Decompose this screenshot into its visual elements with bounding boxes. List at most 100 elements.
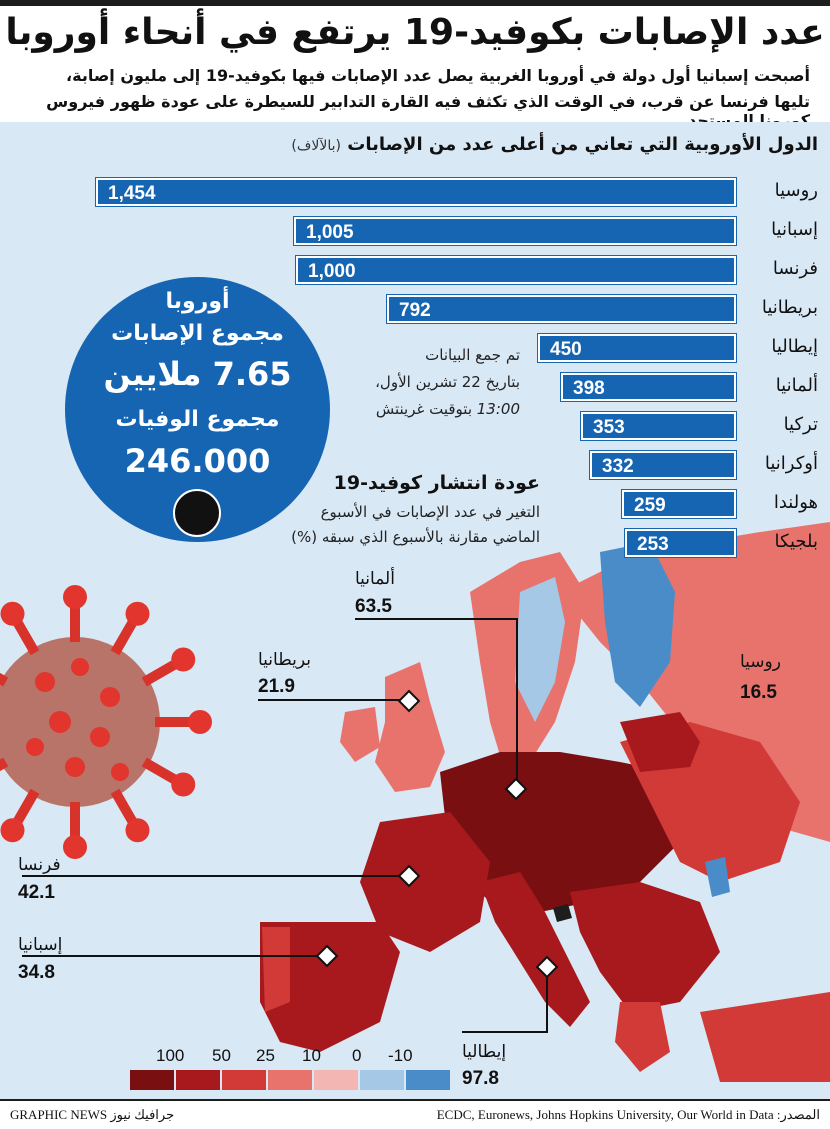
bar-category-label: فرنسا [772,258,818,279]
legend-swatch [222,1070,266,1090]
bar-category-label: ألمانيا [775,375,818,396]
virus-spike-head [125,818,150,843]
bar: 259 [622,490,736,518]
summary-deaths-label: مجموع الوفيات [115,407,280,432]
legend-tick-25: 25 [256,1046,275,1065]
bar-value-label: 253 [637,534,669,555]
bar: 353 [581,412,736,440]
bar-category-label: إسبانيا [771,219,818,240]
france-region [360,812,490,952]
bar-value-label: 450 [550,339,582,360]
callout-spain-value: 34.8 [18,962,55,983]
map-subtitle-line-2: الماضي مقارنة بالأسبوع الذي سبقه (%) [291,528,540,546]
bar: 792 [387,295,736,323]
callout-russia-name: روسيا [740,652,781,672]
legend-swatch [406,1070,450,1090]
bar-row: 353 تركيا [0,412,830,440]
map-land [260,522,830,1082]
legend-tick-50: 50 [212,1046,231,1065]
italy-region [480,872,590,1027]
source-credit: المصدر: ECDC, Euronews, Johns Hopkins Un… [436,1107,820,1122]
bar-value-label: 353 [593,417,625,438]
timestamp-time: 13:00 [476,400,520,418]
callout-germany-name: ألمانيا [355,569,395,589]
bar: 450 [538,334,736,362]
summary-deaths-value: 246.000 [124,442,271,480]
bar-value-label: 398 [573,378,605,399]
central-europe-region [440,752,680,912]
callout-france-value: 42.1 [18,882,55,903]
legend-tick-100: 100 [156,1046,185,1065]
bar-value-label: 259 [634,495,666,516]
europe-map [0,522,830,1082]
virus-spike [0,672,9,687]
bar: 332 [590,451,736,479]
bar-row: 398 ألمانيا [0,373,830,401]
portugal-region [262,927,290,1012]
iberia-region [260,922,400,1052]
callout-germany-value: 63.5 [355,596,392,617]
callout-britain-name: بريطانيا [258,650,312,670]
bar-category-label: إيطاليا [771,336,818,357]
bar-row: 253 بلجيكا [0,529,830,557]
bar-category-label: روسيا [774,180,818,201]
bar-row: 1,005 إسبانيا [0,217,830,245]
balkans-region [570,882,720,1012]
footer: المصدر: ECDC, Euronews, Johns Hopkins Un… [0,1099,830,1129]
virus-spike-head [171,772,196,797]
legend-swatch [314,1070,358,1090]
data-timestamp: تم جمع البيانات بتاريخ 22 تشرين الأول، 1… [345,342,520,423]
bar-value-label: 1,005 [306,222,354,243]
virus-illustration [0,585,212,859]
callout-italy-name: إيطاليا [462,1042,507,1062]
slovenia-region [553,904,572,922]
page-title: عدد الإصابات بكوفيد-19 يرتفع في أنحاء أو… [5,12,825,53]
bar-row: 332 أوكرانيا [0,451,830,479]
legend-swatches [130,1070,450,1090]
callout-britain-value: 21.9 [258,676,295,697]
greece-region [615,1002,670,1072]
legend-tick-10: 10 [302,1046,321,1065]
callout-russia-value: 16.5 [740,682,777,703]
moldova-region [705,857,730,897]
timestamp-zone: بتوقيت غرينتش [375,400,477,418]
bar-value-label: 1,000 [308,261,356,282]
bar-value-label: 332 [602,456,634,477]
bar: 1,005 [294,217,736,245]
sweden-region [515,577,565,722]
bar-category-label: تركيا [783,414,818,435]
top-rule [0,0,830,6]
bar-category-label: بلجيكا [774,531,818,552]
virus-spike-head [171,647,196,672]
virus-spike [0,757,9,772]
europe-summary-circle: أوروبا مجموع الإصابات 7.65 ملايين مجموع … [65,277,330,542]
bar-category-label: هولندا [773,492,818,513]
callout-markers [315,689,559,979]
summary-cases-label: مجموع الإصابات [111,321,284,346]
bar-row: 1,454 روسيا [0,178,830,206]
bar: 1,454 [96,178,736,206]
bar-row: 1,000 فرنسا [0,256,830,284]
legend-swatch [360,1070,404,1090]
callout-spain-name: إسبانيا [18,935,63,955]
virus-spike-head [0,601,25,626]
bar-chart-title: الدول الأوروبية التي تعاني من أعلى عدد م… [291,134,818,155]
map-subtitle-line-1: التغير في عدد الإصابات في الأسبوع [320,503,540,521]
header: عدد الإصابات بكوفيد-19 يرتفع في أنحاء أو… [0,0,830,130]
summary-region: أوروبا [165,289,230,314]
infographic-panel: الدول الأوروبية التي تعاني من أعلى عدد م… [0,122,830,1099]
virus-spike-head [0,818,25,843]
bar-row: 792 بريطانيا [0,295,830,323]
bar-category-label: أوكرانيا [764,453,818,474]
bar-category-label: بريطانيا [761,297,818,318]
germany-marker [504,777,528,801]
legend-labels: 100 50 25 10 0 -10 [130,1046,450,1068]
legend-tick-minus-10: -10 [388,1046,413,1065]
callout-italy-value: 97.8 [462,1068,499,1089]
germany-leader [355,618,518,790]
bar: 1,000 [296,256,736,284]
ireland-region [340,707,380,762]
mourning-dot-icon [173,489,221,537]
italy-leader [462,967,548,1033]
legend-tick-0: 0 [352,1046,362,1065]
